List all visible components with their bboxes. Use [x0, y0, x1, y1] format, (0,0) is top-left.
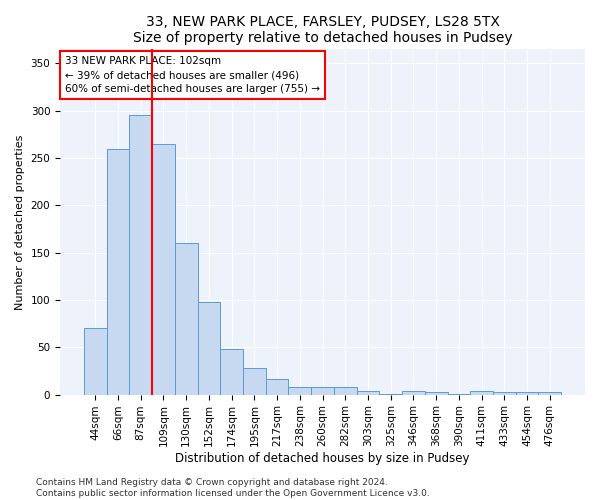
Bar: [538, 392, 561, 394]
Bar: [152, 144, 175, 395]
Y-axis label: Number of detached properties: Number of detached properties: [15, 134, 25, 310]
Bar: [107, 148, 130, 394]
Bar: [84, 328, 107, 394]
Bar: [175, 243, 197, 394]
Bar: [515, 392, 538, 394]
Bar: [493, 392, 515, 394]
Bar: [311, 387, 334, 394]
X-axis label: Distribution of detached houses by size in Pudsey: Distribution of detached houses by size …: [175, 452, 470, 465]
Bar: [266, 378, 289, 394]
Bar: [243, 368, 266, 394]
Title: 33, NEW PARK PLACE, FARSLEY, PUDSEY, LS28 5TX
Size of property relative to detac: 33, NEW PARK PLACE, FARSLEY, PUDSEY, LS2…: [133, 15, 512, 45]
Bar: [289, 387, 311, 394]
Text: Contains HM Land Registry data © Crown copyright and database right 2024.
Contai: Contains HM Land Registry data © Crown c…: [36, 478, 430, 498]
Bar: [130, 116, 152, 394]
Bar: [425, 392, 448, 394]
Bar: [334, 387, 356, 394]
Bar: [356, 391, 379, 394]
Bar: [220, 349, 243, 395]
Text: 33 NEW PARK PLACE: 102sqm
← 39% of detached houses are smaller (496)
60% of semi: 33 NEW PARK PLACE: 102sqm ← 39% of detac…: [65, 56, 320, 94]
Bar: [197, 302, 220, 394]
Bar: [470, 391, 493, 394]
Bar: [402, 391, 425, 394]
